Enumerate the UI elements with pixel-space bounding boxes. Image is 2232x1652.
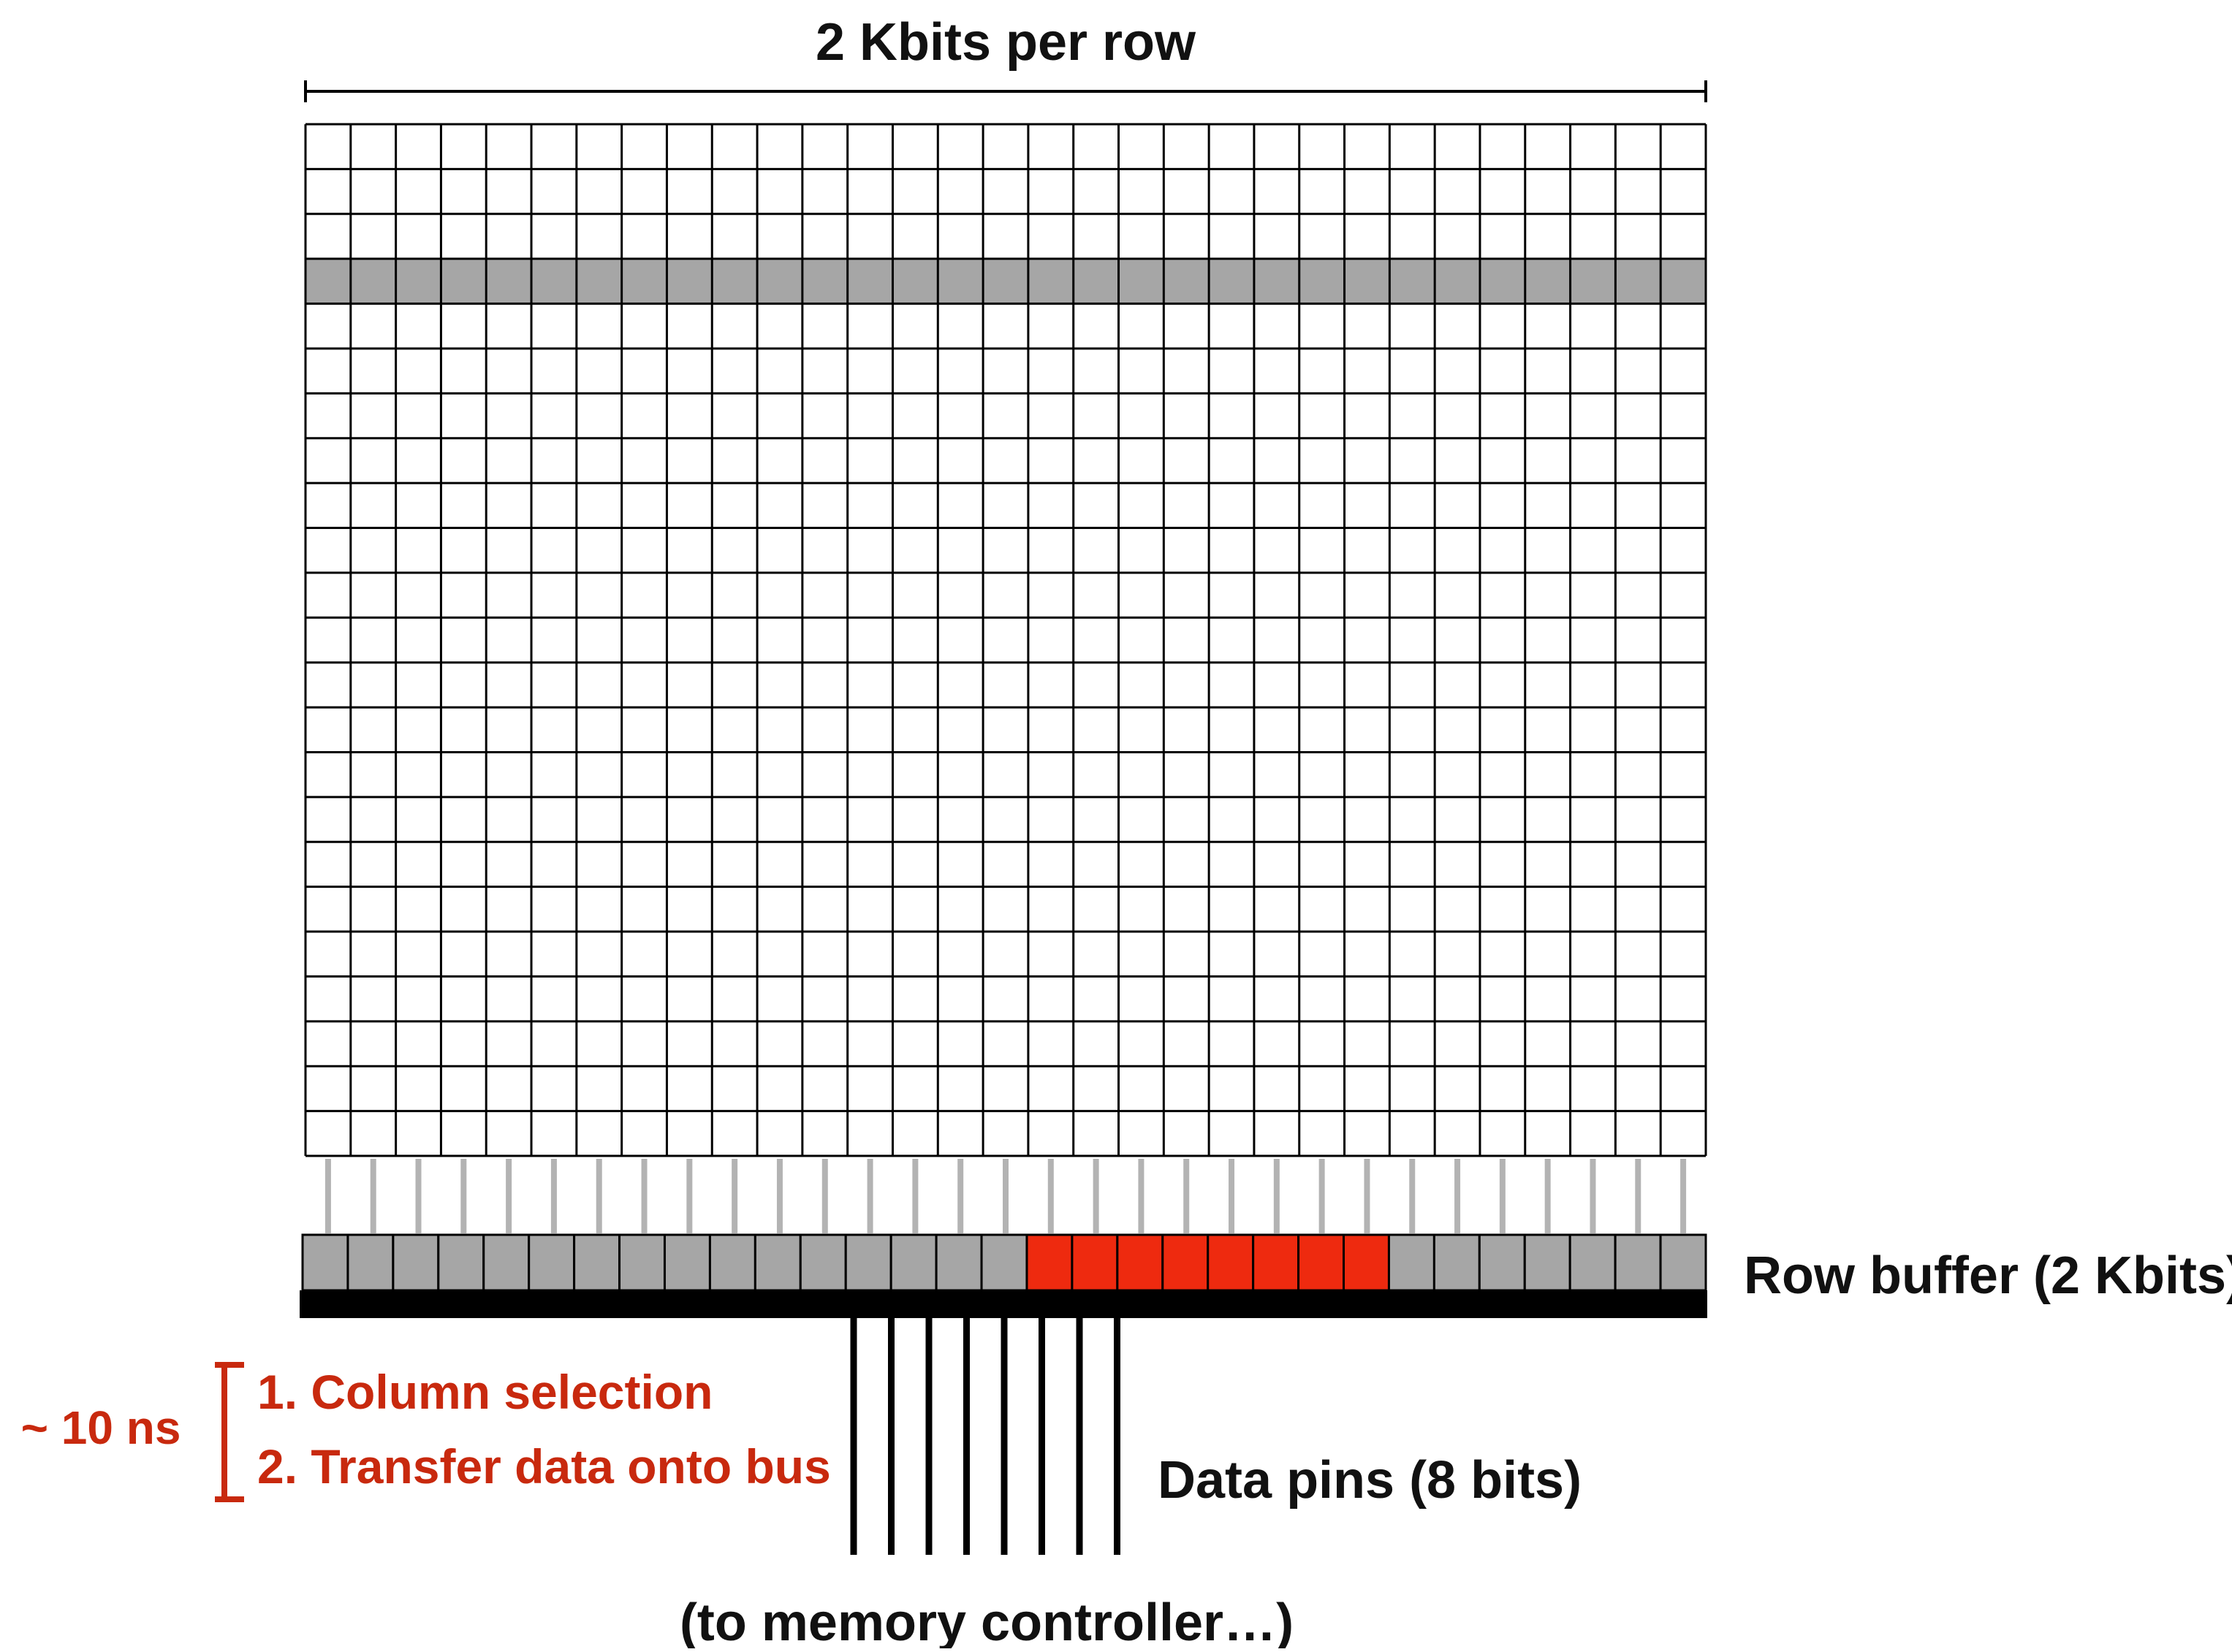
- row-buffer-cell-selected: [1207, 1233, 1255, 1292]
- row-buffer-label: Row buffer (2 Kbits): [1744, 1246, 2232, 1305]
- row-buffer-cell: [1568, 1233, 1617, 1292]
- row-buffer-cell: [1523, 1233, 1571, 1292]
- row-buffer-cell-selected: [1116, 1233, 1164, 1292]
- step-transfer-data: 2. Transfer data onto bus: [257, 1439, 831, 1493]
- row-buffer-cell: [573, 1233, 621, 1292]
- row-buffer-cell: [1387, 1233, 1435, 1292]
- step-column-selection: 1. Column selection: [257, 1365, 713, 1419]
- row-width-title: 2 Kbits per row: [816, 13, 1196, 72]
- row-buffer-cell: [346, 1233, 395, 1292]
- row-buffer-cell: [1432, 1233, 1481, 1292]
- data-bus: [300, 1290, 1707, 1318]
- row-buffer-cell-selected: [1252, 1233, 1300, 1292]
- row-buffer-cell: [1659, 1233, 1707, 1292]
- row-buffer-cell: [663, 1233, 711, 1292]
- row-buffer-cell: [980, 1233, 1028, 1292]
- destination-label: (to memory controller…): [680, 1594, 1294, 1648]
- sense-lines: [324, 1159, 1687, 1233]
- row-buffer-cell-selected: [1071, 1233, 1119, 1292]
- row-buffer: [301, 1233, 1707, 1292]
- row-buffer-cell: [889, 1233, 938, 1292]
- row-buffer-cell: [528, 1233, 576, 1292]
- row-buffer-cell: [708, 1233, 756, 1292]
- row-width-bracket: [304, 80, 1707, 102]
- row-buffer-cell: [437, 1233, 485, 1292]
- active-row: [305, 259, 1706, 304]
- row-buffer-cell-selected: [1025, 1233, 1074, 1292]
- row-buffer-cell: [1614, 1233, 1662, 1292]
- row-buffer-cell: [1478, 1233, 1526, 1292]
- row-buffer-cell: [482, 1233, 531, 1292]
- row-buffer-cell: [799, 1233, 847, 1292]
- data-pins-label: Data pins (8 bits): [1158, 1451, 1582, 1510]
- row-buffer-cell: [754, 1233, 802, 1292]
- row-buffer-cell: [618, 1233, 666, 1292]
- row-buffer-cell-selected: [1161, 1233, 1210, 1292]
- data-pins: [850, 1318, 1120, 1555]
- row-buffer-cell: [301, 1233, 349, 1292]
- dram-cell-array: [304, 123, 1707, 1157]
- row-buffer-cell: [935, 1233, 983, 1292]
- timing-bracket: [215, 1362, 244, 1502]
- row-buffer-cell: [392, 1233, 440, 1292]
- row-buffer-cell: [844, 1233, 892, 1292]
- latency-label: ~ 10 ns: [21, 1401, 181, 1454]
- row-buffer-cell-selected: [1297, 1233, 1345, 1292]
- row-buffer-cell-selected: [1343, 1233, 1390, 1292]
